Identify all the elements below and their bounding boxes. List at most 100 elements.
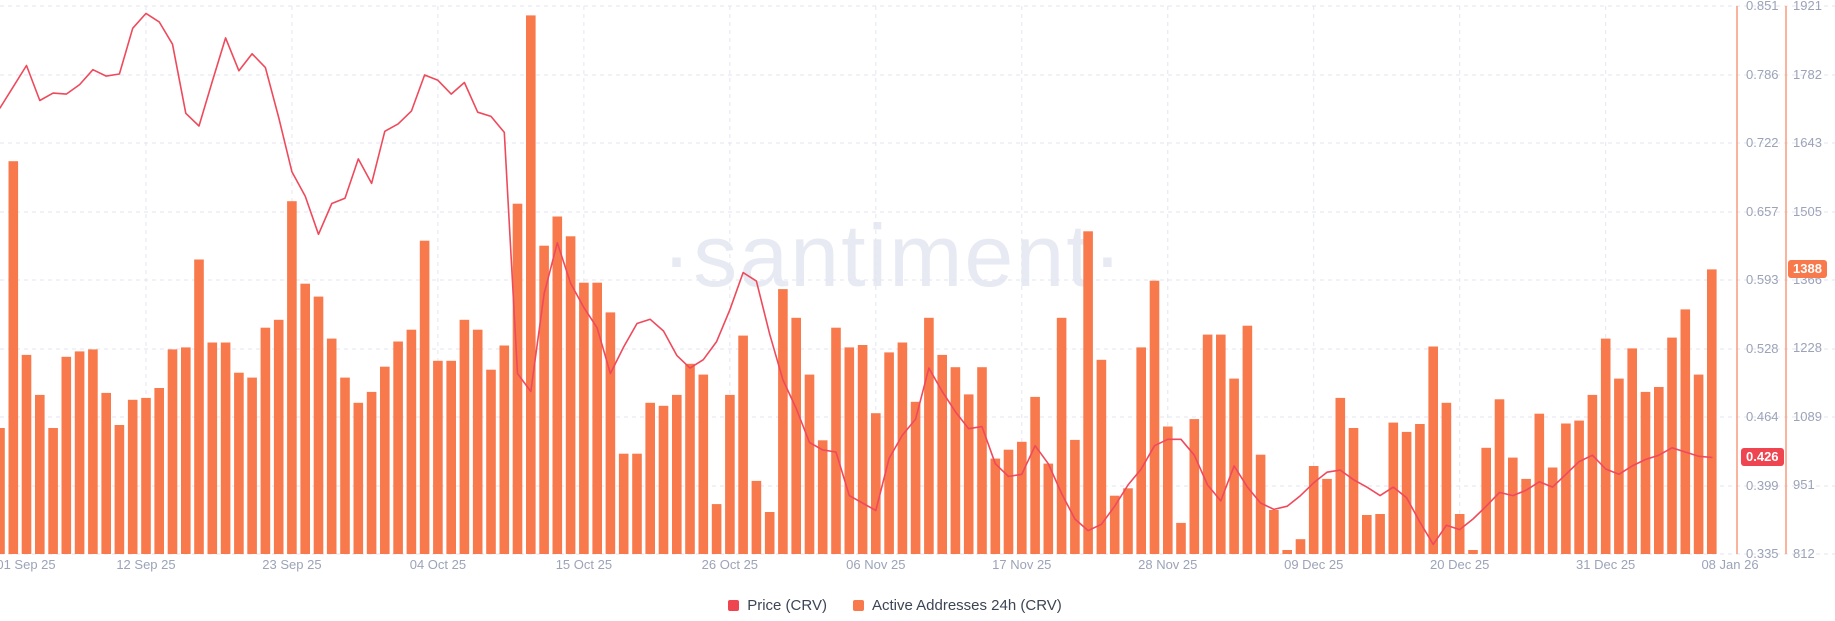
bar [1627, 348, 1637, 554]
bar [207, 342, 218, 554]
bar [1388, 422, 1399, 554]
bar [1017, 441, 1027, 554]
bar [791, 317, 801, 554]
bar [74, 351, 85, 554]
date-tick-label: 17 Nov 25 [992, 557, 1052, 572]
bar [260, 327, 271, 554]
bar [937, 354, 947, 554]
bar [1667, 337, 1677, 554]
addresses-tick-label: 1782 [1793, 66, 1822, 82]
bar [1415, 424, 1425, 554]
addresses-tick-label: 1921 [1793, 0, 1822, 13]
bar [380, 366, 390, 554]
bar [220, 342, 231, 554]
legend-label-price: Price (CRV) [747, 597, 827, 614]
bar [1614, 378, 1624, 554]
bar [1070, 439, 1080, 554]
bar [419, 240, 430, 554]
bar [963, 394, 974, 554]
bar [1295, 539, 1306, 554]
price-tick-label: 0.528 [1746, 341, 1779, 357]
bar [1149, 280, 1160, 554]
santiment-watermark: ·santiment· [661, 206, 1125, 305]
bar [194, 259, 204, 554]
bar [1375, 514, 1385, 554]
bar [88, 349, 98, 554]
bar [1693, 374, 1704, 554]
bar [114, 425, 125, 554]
date-tick-label: 12 Sep 25 [116, 557, 176, 572]
bar [844, 347, 855, 554]
bar [353, 402, 364, 554]
legend-label-active-addresses: Active Addresses 24h (CRV) [871, 597, 1062, 614]
active-addresses-series-marker-icon [852, 600, 864, 611]
bar [313, 296, 324, 554]
bar [871, 413, 881, 554]
date-tick-label: 09 Dec 25 [1284, 557, 1344, 572]
bar [486, 369, 496, 554]
bar [618, 453, 629, 554]
bar [1494, 399, 1505, 554]
bar [366, 391, 377, 554]
bar [1255, 454, 1266, 554]
bar [234, 372, 244, 554]
bar [1083, 231, 1093, 555]
bar [1654, 387, 1664, 554]
bar [817, 440, 828, 554]
bar [990, 458, 1001, 554]
bar [831, 327, 841, 554]
bar [326, 338, 337, 554]
bar [35, 394, 45, 554]
bar [101, 392, 111, 554]
date-tick-label: 01 Sep 25 [0, 557, 56, 572]
date-tick-label: 20 Dec 25 [1430, 557, 1490, 572]
date-tick-label: 08 Jan 26 [1701, 557, 1759, 572]
bar [565, 236, 576, 555]
active-addresses-bars [0, 15, 1717, 555]
bar [1242, 325, 1253, 554]
bar [1202, 334, 1213, 554]
bar [751, 480, 762, 554]
bar [579, 282, 589, 554]
addresses-current-value-badge: 1388 [1788, 260, 1827, 279]
bar [459, 319, 470, 554]
bar [738, 335, 748, 554]
addresses-tick-label: 1505 [1793, 203, 1822, 219]
bar [1189, 419, 1200, 554]
price-tick-label: 0.722 [1746, 135, 1779, 150]
bar [21, 354, 32, 554]
bar [924, 317, 934, 554]
bar [1481, 447, 1491, 554]
bar [300, 283, 310, 554]
bar [672, 394, 682, 554]
legend-item-price[interactable]: Price (CRV) [728, 597, 827, 614]
addresses-tick-label: 1643 [1793, 135, 1822, 151]
legend: Price (CRV) Active Addresses 24h (CRV) [0, 597, 1790, 614]
bar [857, 345, 868, 554]
bar [406, 329, 417, 554]
bar [1335, 397, 1346, 554]
bar [1216, 334, 1226, 554]
bar [1109, 495, 1120, 554]
bar [512, 203, 523, 554]
bar [499, 345, 510, 554]
addresses-tick-label: 812 [1793, 546, 1815, 561]
bar [1534, 413, 1545, 554]
bar [1401, 431, 1412, 554]
bar [605, 312, 616, 554]
legend-item-active-addresses[interactable]: Active Addresses 24h (CRV) [852, 597, 1062, 614]
bar [977, 367, 987, 554]
bar [592, 282, 602, 554]
bar [1508, 457, 1518, 554]
price-tick-label: 0.464 [1746, 409, 1779, 424]
bar [247, 377, 257, 554]
bar [393, 341, 403, 554]
bar [1003, 449, 1014, 554]
price-tick-label: 0.851 [1746, 0, 1779, 13]
bar [8, 161, 19, 554]
bar [725, 394, 735, 554]
date-tick-label: 28 Nov 25 [1138, 557, 1198, 572]
bar [1521, 478, 1531, 554]
bar [1282, 550, 1292, 554]
